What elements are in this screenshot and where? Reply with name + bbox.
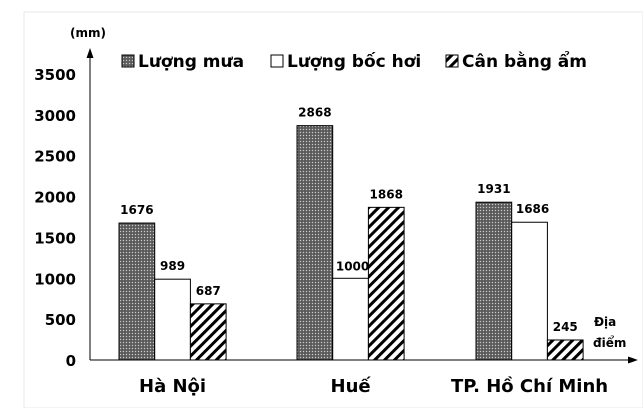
legend-label: Cân bằng ẩm: [462, 50, 587, 72]
y-tick-label: 0: [66, 352, 76, 370]
category-label: Huế: [331, 376, 372, 397]
data-label: 1686: [516, 202, 549, 216]
y-axis-label: (mm): [70, 26, 106, 40]
y-axis-arrow: [86, 48, 94, 58]
category-label: TP. Hồ Chí Minh: [451, 376, 608, 397]
data-label: 1868: [370, 187, 403, 201]
y-tick-label: 3500: [34, 66, 76, 84]
bar: [475, 201, 513, 361]
legend-swatch: [270, 54, 284, 68]
bar: [367, 206, 405, 361]
x-axis-arrow: [628, 356, 638, 364]
data-label: 1931: [477, 182, 510, 196]
y-tick-label: 1500: [34, 229, 76, 247]
data-label: 1000: [336, 259, 369, 273]
data-label: 245: [553, 320, 578, 334]
legend-item: Cân bằng ẩm: [445, 50, 587, 72]
bar: [511, 221, 548, 361]
bar: [296, 125, 334, 361]
data-label: 687: [196, 284, 221, 298]
y-tick-label: 500: [45, 311, 76, 329]
data-label: 989: [160, 259, 185, 273]
y-tick-label: 2000: [34, 189, 76, 207]
legend-label: Lượng bốc hơi: [287, 51, 421, 72]
category-label: Hà Nội: [139, 376, 206, 397]
legend-label: Lượng mưa: [138, 52, 244, 72]
y-tick-label: 2500: [34, 148, 76, 166]
legend-item: Lượng mưa: [121, 52, 244, 72]
legend-swatch: [121, 54, 135, 68]
bar: [332, 277, 369, 361]
data-label: 1676: [120, 203, 153, 217]
legend-swatch: [445, 54, 459, 68]
bar: [154, 278, 191, 361]
data-label: 2868: [298, 106, 331, 120]
bar: [189, 303, 227, 361]
x-axis-label-line1: Địa: [594, 315, 616, 329]
x-axis-label-line2: điểm: [593, 335, 626, 350]
legend-item: Lượng bốc hơi: [270, 51, 421, 72]
bar: [118, 222, 156, 361]
bar: [546, 339, 584, 361]
y-tick-label: 3000: [34, 107, 76, 125]
y-tick-label: 1000: [34, 270, 76, 288]
